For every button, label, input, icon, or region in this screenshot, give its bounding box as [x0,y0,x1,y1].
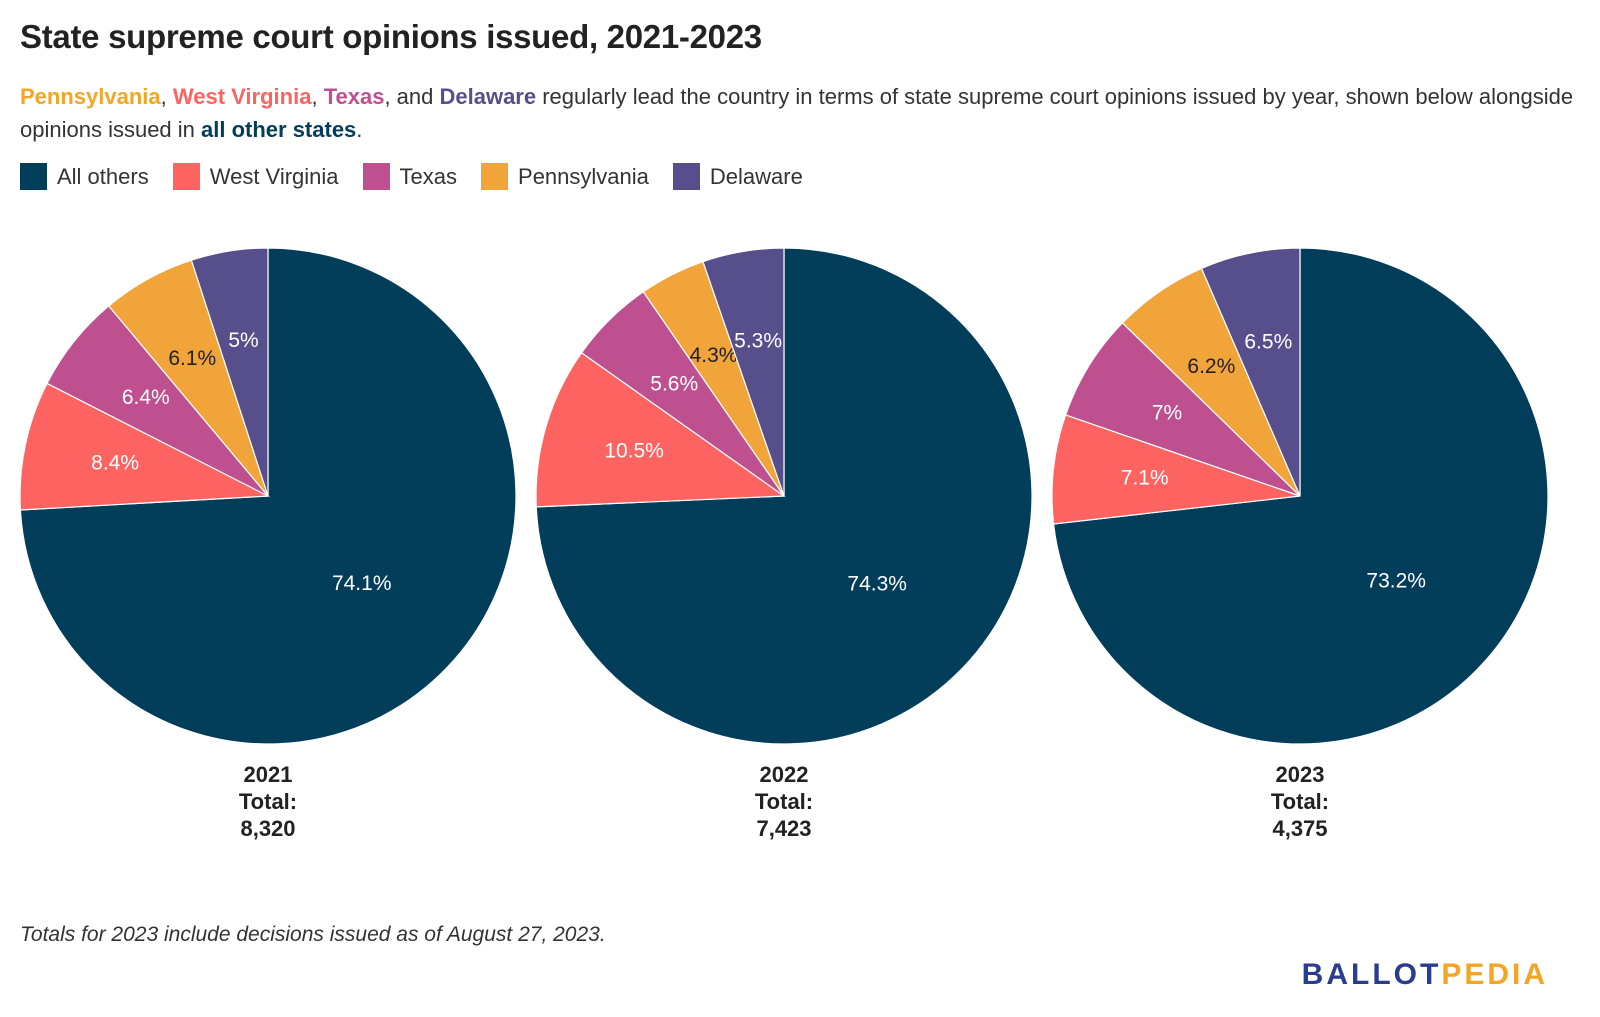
slice-label-texas-2021: 6.4% [122,386,170,409]
legend-label-texas: Texas [399,163,458,189]
total-label-2022: Total: [755,789,813,814]
legend-item-texas: Texas [362,163,458,190]
legend-label-pennsylvania: Pennsylvania [518,163,649,189]
total-value-2022: 7,423 [756,816,811,841]
total-value-2021: 8,320 [240,816,295,841]
subtitle-west-virginia: West Virginia [172,84,312,109]
legend-label-west-virginia: West Virginia [209,163,339,189]
slice-label-all-others-2021: 74.1% [332,572,392,595]
legend: All others West Virginia Texas Pennsylva… [20,163,827,190]
legend-item-all-others: All others [20,163,149,190]
subtitle-texas: Texas [323,84,385,109]
subtitle-delaware: Delaware [439,84,537,109]
chart-title: State supreme court opinions issued, 202… [20,18,762,55]
year-label-2023: 2023 [1276,762,1325,787]
pie-charts: 74.1%8.4%6.4%6.1%5%2021Total:8,32074.3%1… [19,247,1549,841]
slice-label-pennsylvania-2023: 6.2% [1187,355,1235,378]
pie-slice-delaware-2023 [1200,247,1301,497]
pie-slice-west-virginia-2021 [19,382,271,511]
ballotpedia-logo: BALLOTPEDIA [1302,958,1548,992]
year-label-2022: 2022 [760,762,809,787]
subtitle-pennsylvania: Pennsylvania [20,84,161,109]
legend-label-all-others: All others [57,163,149,189]
slice-label-west-virginia-2023: 7.1% [1121,466,1169,489]
slice-label-west-virginia-2021: 8.4% [91,451,139,474]
subtitle-all-other: all other states [201,117,357,142]
legend-item-pennsylvania: Pennsylvania [481,163,649,190]
slice-label-delaware-2023: 6.5% [1244,331,1292,354]
legend-swatch-delaware [672,163,700,190]
subtitle-sep-2: , [311,84,324,109]
year-label-2021: 2021 [244,762,293,787]
slice-label-all-others-2023: 73.2% [1366,569,1426,592]
pie-slice-west-virginia-2022 [535,351,786,508]
subtitle-end: . [356,117,363,142]
pie-slice-delaware-2021 [190,247,269,497]
slice-label-west-virginia-2022: 10.5% [604,439,664,462]
chart-subtitle: Pennsylvania, West Virginia, Texas, and … [20,80,1580,146]
total-label-2023: Total: [1271,789,1329,814]
slice-label-pennsylvania-2022: 4.3% [690,344,738,367]
logo-part-ballot: BALLOT [1301,958,1442,991]
pie-slice-all-others-2023 [1052,247,1549,745]
legend-item-west-virginia: West Virginia [172,163,339,190]
logo-part-pedia: PEDIA [1441,958,1548,991]
legend-swatch-pennsylvania [481,163,509,190]
slice-label-pennsylvania-2021: 6.1% [168,347,216,370]
subtitle-sep-3: , and [384,84,440,109]
slice-label-delaware-2022: 5.3% [734,329,782,352]
pie-slice-west-virginia-2023 [1051,414,1301,525]
legend-item-delaware: Delaware [672,163,803,190]
subtitle-middle: regularly lead the country in terms of s… [20,84,1574,142]
legend-swatch-west-virginia [172,163,200,190]
legend-swatch-texas [362,163,390,190]
pie-slice-texas-2023 [1064,322,1301,497]
legend-label-delaware: Delaware [709,163,803,189]
footnote: Totals for 2023 include decisions issued… [20,923,606,946]
slice-label-texas-2023: 7% [1152,401,1182,424]
slice-label-delaware-2021: 5% [228,329,258,352]
slice-label-texas-2022: 5.6% [650,372,698,395]
total-label-2021: Total: [239,789,297,814]
legend-swatch-all-others [20,163,47,190]
slice-label-all-others-2022: 74.3% [847,573,907,596]
total-value-2023: 4,375 [1272,816,1327,841]
subtitle-sep-1: , [160,84,173,109]
pie-slice-delaware-2022 [702,247,785,497]
